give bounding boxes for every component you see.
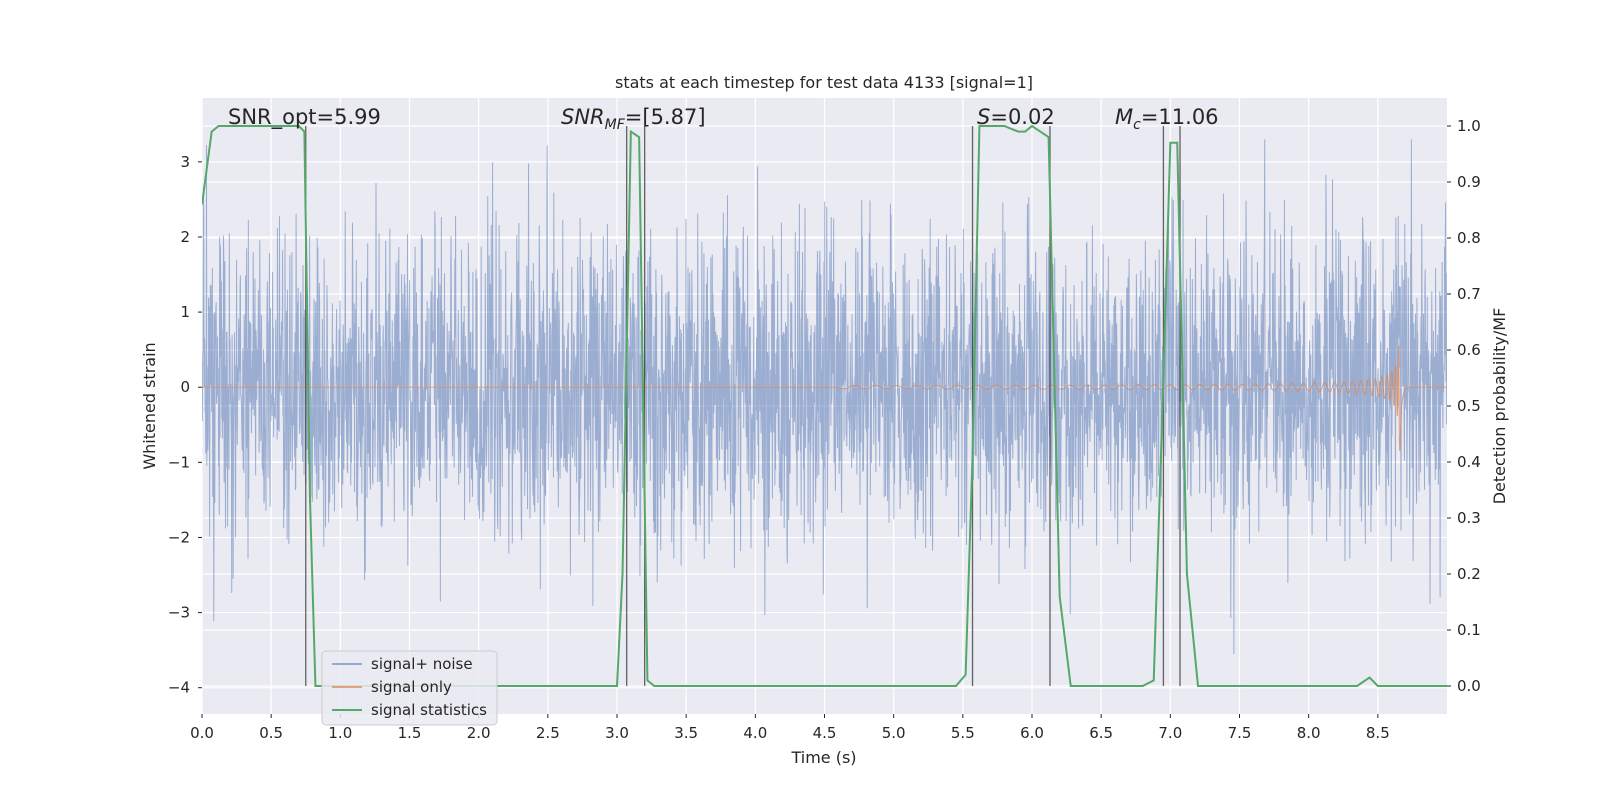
x-tick-label: 8.0: [1297, 724, 1321, 742]
y-right-tick-label: 1.0: [1457, 117, 1481, 135]
y-left-tick-label: 3: [180, 153, 190, 171]
x-tick-label: 4.5: [813, 724, 837, 742]
x-tick-label: 2.0: [467, 724, 491, 742]
y-right-tick-label: 0.3: [1457, 509, 1481, 527]
y-right-tick-label: 0.4: [1457, 453, 1481, 471]
x-axis-ticks: 0.0 0.5 1.0 1.5 2.0 2.5 3.0 3.5 4.0 4.5 5.0 5.5 6.0 6…: [190, 714, 1390, 742]
x-tick-label: 1.5: [398, 724, 422, 742]
annotation-s-main: S: [977, 105, 990, 129]
x-tick-label: 1.0: [328, 724, 352, 742]
y-right-tick-label: 0.9: [1457, 173, 1481, 191]
x-tick-label: 4.0: [743, 724, 767, 742]
y-right-axis-label: Detection probability/MF: [1490, 308, 1509, 505]
annotation-snr-mf-main: SNR: [561, 105, 605, 129]
annotation-s: S=0.02: [977, 105, 1055, 129]
y-right-tick-label: 0.6: [1457, 341, 1481, 359]
legend: signal+ noise signal only signal statist…: [321, 650, 498, 726]
x-tick-label: 3.0: [605, 724, 629, 742]
y-left-tick-label: −4: [168, 679, 190, 697]
annotation-snr-mf-value: =[5.87]: [625, 105, 706, 129]
annotations: SNR_opt=5.99 SNRMF=[5.87] S=0.02 Mc=11.0…: [228, 105, 1219, 133]
y-right-tick-label: 0.1: [1457, 621, 1481, 639]
y-right-tick-label: 0.8: [1457, 229, 1481, 247]
legend-label-stats: signal statistics: [371, 701, 487, 719]
annotation-mc-main: M: [1115, 105, 1133, 129]
y-right-tick-label: 0.5: [1457, 397, 1481, 415]
legend-label-noise: signal+ noise: [371, 655, 473, 673]
y-left-tick-label: 2: [180, 228, 190, 246]
y-left-tick-label: −2: [168, 528, 190, 546]
annotation-mc-sub: c: [1133, 117, 1141, 133]
x-tick-label: 6.5: [1089, 724, 1113, 742]
annotation-s-value: =0.02: [990, 105, 1054, 129]
legend-label-signal: signal only: [371, 678, 452, 696]
noise-line: [202, 139, 1447, 654]
y-left-tick-label: −1: [168, 453, 190, 471]
y-right-tick-label: 0.0: [1457, 677, 1481, 695]
annotation-snr-mf-sub: MF: [605, 117, 626, 133]
x-tick-label: 8.5: [1366, 724, 1390, 742]
annotation-snr-opt: SNR_opt=5.99: [228, 105, 381, 130]
chart-title: stats at each timestep for test data 413…: [615, 73, 1033, 92]
annotation-mc-value: =11.06: [1141, 105, 1219, 129]
x-axis-label: Time (s): [790, 748, 856, 767]
x-tick-label: 5.0: [882, 724, 906, 742]
y-left-tick-label: −3: [168, 604, 190, 622]
series-signal-statistics: [202, 124, 1447, 687]
signal-line: [202, 345, 1447, 451]
x-tick-label: 7.0: [1158, 724, 1182, 742]
x-tick-label: 6.0: [1020, 724, 1044, 742]
y-left-tick-label: 1: [180, 303, 190, 321]
legend-box: [321, 650, 498, 726]
x-tick-label: 5.5: [951, 724, 975, 742]
annotation-snr-mf: SNRMF=[5.87]: [561, 105, 706, 133]
x-tick-label: 3.5: [674, 724, 698, 742]
annotation-mc: Mc=11.06: [1115, 105, 1219, 133]
x-tick-label: 2.5: [536, 724, 560, 742]
y-right-tick-label: 0.7: [1457, 285, 1481, 303]
series-signal-noise: [202, 139, 1447, 654]
y-right-tick-label: 0.2: [1457, 565, 1481, 583]
x-tick-label: 7.5: [1228, 724, 1252, 742]
x-tick-label: 0.0: [190, 724, 214, 742]
x-tick-label: 0.5: [259, 724, 283, 742]
series-signal-only: [202, 345, 1447, 451]
y-left-axis-ticks: 3 2 1 0 −1 −2 −3 −4: [168, 153, 202, 697]
statistics-line: [202, 124, 1447, 687]
y-left-axis-label: Whitened strain: [140, 342, 159, 469]
y-right-axis-ticks: 1.0 0.9 0.8 0.7 0.6 0.5 0.4 0.3 0.2 0.1 0.0: [1447, 117, 1481, 695]
y-left-tick-label: 0: [180, 378, 190, 396]
